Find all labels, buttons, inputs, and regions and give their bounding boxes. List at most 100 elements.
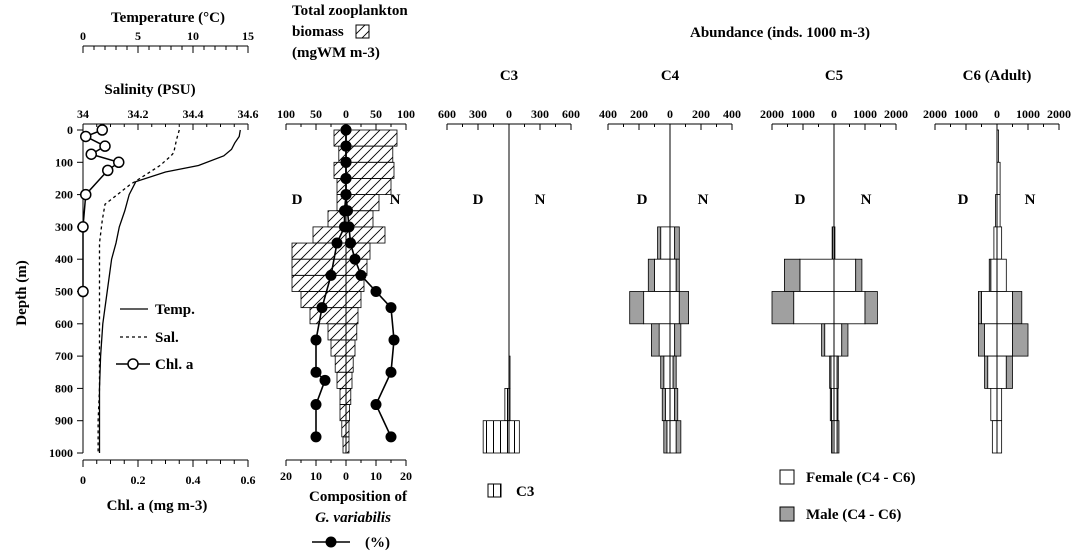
stage-tick-label: 400 — [599, 107, 617, 121]
biomass-tick-label: 100 — [277, 107, 295, 121]
day-male-bar — [663, 420, 668, 454]
stage-tick-label: 400 — [723, 107, 741, 121]
stage-tick-label: 200 — [692, 107, 710, 121]
chl-point — [77, 221, 89, 233]
day-male-bar — [821, 323, 826, 357]
night-female-bar — [669, 387, 676, 422]
biomass-night-bar — [345, 307, 359, 325]
biomass-night-label: N — [390, 192, 401, 208]
composition-day-point — [310, 366, 322, 378]
salinity-axis-label: Salinity (PSU) — [104, 82, 195, 98]
stage-panel-c4: C4 400 200 0 200 400 D N — [599, 68, 741, 454]
day-female-bar — [664, 387, 671, 422]
day-male-bar — [829, 387, 832, 422]
biomass-night-bar — [345, 129, 398, 147]
stage-panel-title: C6 (Adult) — [963, 68, 1032, 84]
composition-tick-label: 20 — [400, 469, 412, 483]
stage-day-label: D — [795, 192, 806, 208]
temperature-tick-label: 15 — [242, 29, 254, 43]
stage-tick-label: 1000 — [954, 107, 978, 121]
biomass-night-bar — [345, 339, 356, 357]
composition-label-line1: Composition of — [309, 489, 408, 505]
composition-night-line — [345, 130, 395, 438]
night-male-bar — [674, 387, 679, 422]
legend-chl-marker — [127, 358, 139, 370]
chl-point — [85, 148, 97, 160]
stage-tick-label: 2000 — [1047, 107, 1071, 121]
biomass-tick-label: 0 — [343, 107, 349, 121]
biomass-day-bar — [327, 323, 347, 341]
composition-night-point — [370, 399, 382, 411]
biomass-night-bar — [345, 404, 350, 422]
night-male-bar — [1012, 291, 1023, 325]
day-male-bar — [657, 226, 662, 260]
day-female-bar — [990, 387, 998, 422]
biomass-day-bar — [336, 371, 347, 389]
day-male-bar — [831, 420, 833, 454]
biomass-night-bar — [345, 178, 392, 195]
biomass-night-bar — [345, 145, 394, 163]
composition-day-point — [319, 374, 331, 386]
stage-panel-title: C5 — [825, 68, 843, 84]
stage-tick-label: 600 — [562, 107, 580, 121]
day-female-bar — [990, 258, 998, 292]
chl-point — [80, 188, 92, 201]
composition-night-point — [355, 269, 367, 281]
legend-c3-swatch — [487, 483, 502, 498]
day-female-bar — [987, 355, 998, 389]
stage-panel-c6: C6 (Adult) 2000 1000 0 1000 2000 D N — [923, 68, 1071, 454]
day-female-bar — [643, 291, 671, 325]
night-male-bar — [864, 291, 878, 325]
day-female-bar — [984, 323, 998, 357]
chl-point — [99, 140, 111, 152]
night-male-bar — [836, 387, 839, 422]
biomass-title-line2: biomass — [292, 24, 344, 40]
stage-day-label: D — [958, 192, 969, 208]
stage-tick-label: 300 — [531, 107, 549, 121]
day-male-bar — [660, 355, 665, 389]
stage-night-label: N — [861, 192, 872, 208]
salinity-line — [97, 129, 180, 453]
depth-tick-label: 600 — [55, 317, 73, 331]
depth-tick-label: 500 — [55, 285, 73, 299]
night-male-bar — [841, 323, 849, 357]
salinity-tick-label: 34.6 — [238, 107, 259, 121]
chl-axis-label: Chl. a (mg m-3) — [107, 498, 208, 514]
day-female-bar — [799, 258, 835, 292]
night-female-bar — [669, 420, 677, 454]
day-male-bar — [661, 387, 666, 422]
night-female-bar — [996, 226, 1003, 260]
composition-night-point — [385, 366, 397, 378]
composition-night-point — [342, 205, 353, 217]
c3-day-bar — [504, 387, 510, 422]
stage-tick-label: 300 — [469, 107, 487, 121]
hydrography-legend: Temp. Sal. Chl. a — [116, 302, 195, 373]
composition-day-point — [325, 269, 337, 281]
salinity-tick-label: 34.4 — [183, 107, 204, 121]
stage-tick-label: 1000 — [791, 107, 815, 121]
biomass-day-bar — [291, 274, 347, 292]
temperature-axis-label: Temperature (°C) — [111, 10, 225, 26]
composition-label-line2: G. variabilis — [315, 510, 391, 526]
composition-night-point — [340, 189, 352, 201]
salinity-tick-label: 34.2 — [128, 107, 149, 121]
composition-tick-label: 0 — [343, 469, 349, 483]
composition-tick-label: 20 — [280, 469, 292, 483]
composition-day-point — [331, 237, 343, 249]
composition-label-line3: (%) — [365, 535, 390, 551]
night-female-bar — [996, 420, 1003, 454]
day-male-bar — [978, 323, 986, 357]
stage-panel-title: C3 — [500, 68, 518, 84]
legend-c3-text: C3 — [516, 484, 534, 500]
night-female-bar — [669, 226, 676, 260]
biomass-day-bar — [291, 258, 347, 276]
day-male-bar — [647, 258, 655, 292]
stage-tick-label: 1000 — [853, 107, 877, 121]
chl-tick-label: 0.4 — [186, 473, 201, 487]
depth-axis-label: Depth (m) — [14, 260, 30, 325]
night-male-bar — [678, 291, 689, 325]
composition-day-point — [310, 334, 322, 346]
stage-tick-label: 0 — [667, 107, 673, 121]
biomass-day-bar — [334, 355, 347, 373]
